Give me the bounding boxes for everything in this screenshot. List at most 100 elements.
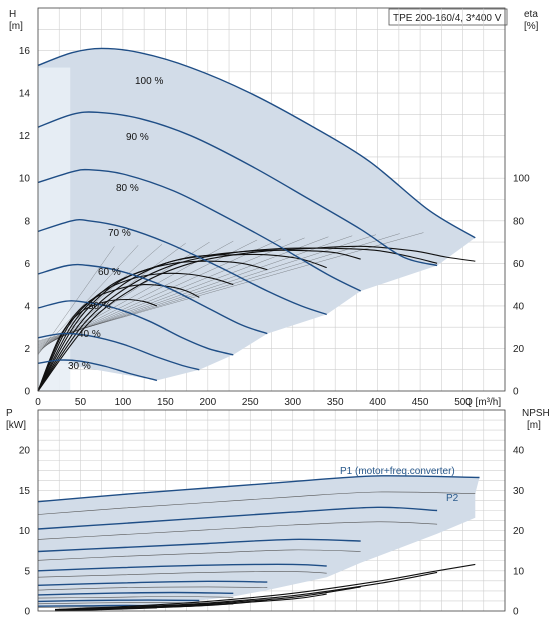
speed-curve-label: 50 % <box>88 301 111 312</box>
x-tick-label: 0 <box>35 397 41 408</box>
p1-curve <box>37 599 200 603</box>
p2-curve <box>37 521 438 540</box>
speed-curve-label: 40 % <box>78 329 101 340</box>
eta-axis-unit: [%] <box>524 21 539 32</box>
speed-curve <box>37 359 158 382</box>
npsh-axis-label: NPSH <box>522 408 550 419</box>
iso-line <box>37 245 139 354</box>
p1-curve <box>37 591 234 596</box>
top-tick-labels: 0 50 100 150 200 250 300 350 400 450 5000246810121… <box>19 46 530 408</box>
p-tick-label: 20 <box>19 446 31 457</box>
power-axis-unit: [kW] <box>6 420 26 431</box>
speed-curve <box>37 300 234 356</box>
head-efficiency-chart: H [m] eta [%] TPE 200-160/4, 3*400 V Q [… <box>9 7 539 408</box>
eta-tick-label: 0 <box>513 387 519 398</box>
iso-line <box>37 244 163 353</box>
iso-line <box>37 239 258 349</box>
speed-curve-label: 100 % <box>135 76 163 87</box>
p1-curve <box>37 538 361 553</box>
npsh-curves <box>54 563 476 612</box>
y-tick-label: 2 <box>24 344 30 355</box>
p2-label: P2 <box>446 493 459 504</box>
p2-curve <box>37 549 361 561</box>
eta-tick-label: 20 <box>513 344 525 355</box>
p2-curve <box>37 571 327 578</box>
efficiency-curve <box>37 245 476 392</box>
y-tick-label: 14 <box>19 89 31 100</box>
efficiency-curves <box>37 245 476 392</box>
p1-curve <box>37 506 438 530</box>
x-tick-label: 350 <box>327 397 344 408</box>
speed-curve-label: 80 % <box>116 183 139 194</box>
eta-axis-label: eta <box>524 9 538 20</box>
power-envelope <box>38 475 480 608</box>
power-envelope-area <box>38 475 480 608</box>
speed-curves <box>37 47 476 382</box>
power-axis-label: P <box>6 408 13 419</box>
x-tick-label: 150 <box>157 397 174 408</box>
y-tick-label: 12 <box>19 131 31 142</box>
p2-curve <box>37 602 200 605</box>
npsh-tick-label: 0 <box>513 607 519 618</box>
eta-tick-label: 80 <box>513 216 525 227</box>
p1-curve <box>37 475 480 503</box>
p-tick-label: 10 <box>19 526 31 537</box>
top-plot-frame <box>37 7 506 392</box>
p1-label: P1 (motor+freq.converter) <box>340 466 455 477</box>
efficiency-curve <box>37 298 158 392</box>
eta-tick-label: 60 <box>513 259 525 270</box>
speed-curve <box>37 263 268 335</box>
p2-curve <box>37 596 234 599</box>
y-tick-label: 0 <box>24 387 30 398</box>
power-npsh-chart: P [kW] NPSH [m] 0 5 10 15 20 0 10 20 30 40 P1 (mo… <box>6 408 550 618</box>
x-tick-label: 200 <box>199 397 216 408</box>
bottom-tick-labels: 0 5 10 15 20 0 10 20 30 40 <box>19 446 525 618</box>
bottom-plot-frame <box>37 409 506 612</box>
speed-curve-label: 90 % <box>126 132 149 143</box>
x-tick-label: 450 <box>412 397 429 408</box>
speed-curve-label: 70 % <box>108 228 131 239</box>
npsh-axis-unit: [m] <box>527 420 541 431</box>
speed-curve <box>37 219 327 316</box>
iso-line <box>37 232 424 342</box>
efficiency-curve <box>37 260 268 392</box>
speed-curve <box>37 168 362 292</box>
speed-curve-label: 30 % <box>68 361 91 372</box>
efficiency-curve <box>37 253 327 392</box>
x-tick-label: 250 <box>242 397 259 408</box>
eta-tick-label: 100 <box>513 174 530 185</box>
p-tick-label: 15 <box>19 486 31 497</box>
speed-labels: 100 % 90 % 80 % 70 % 60 % 50 % 40 % 30 % <box>68 76 163 372</box>
npsh-curve <box>54 563 476 610</box>
chart-title: TPE 200-160/4, 3*400 V <box>393 13 502 24</box>
y-tick-label: 16 <box>19 46 31 57</box>
speed-curve <box>37 111 438 267</box>
p2-curves <box>37 491 476 608</box>
x-tick-label: 50 <box>75 397 87 408</box>
y-tick-label: 4 <box>24 301 30 312</box>
npsh-tick-label: 20 <box>513 526 525 537</box>
head-axis-unit: [m] <box>9 21 23 32</box>
p-tick-label: 0 <box>24 607 30 618</box>
y-tick-label: 8 <box>24 216 30 227</box>
npsh-curve <box>54 607 157 612</box>
p1-curves <box>37 475 480 607</box>
eta-tick-label: 40 <box>513 301 525 312</box>
p-tick-label: 5 <box>24 566 30 577</box>
speed-curve <box>37 47 476 239</box>
title-box <box>388 8 508 26</box>
p1-curve <box>37 563 327 572</box>
npsh-tick-label: 10 <box>513 566 525 577</box>
y-tick-label: 10 <box>19 174 31 185</box>
p2-curve <box>37 491 476 515</box>
npsh-tick-label: 30 <box>513 486 525 497</box>
y-tick-label: 6 <box>24 259 30 270</box>
p1-curve <box>37 580 268 586</box>
x-tick-label: 300 <box>284 397 301 408</box>
speed-curve-label: 60 % <box>98 267 121 278</box>
envelope-area <box>38 48 476 381</box>
head-axis-label: H <box>9 9 16 20</box>
p2-curve <box>37 586 268 591</box>
speed-curve <box>37 332 200 371</box>
